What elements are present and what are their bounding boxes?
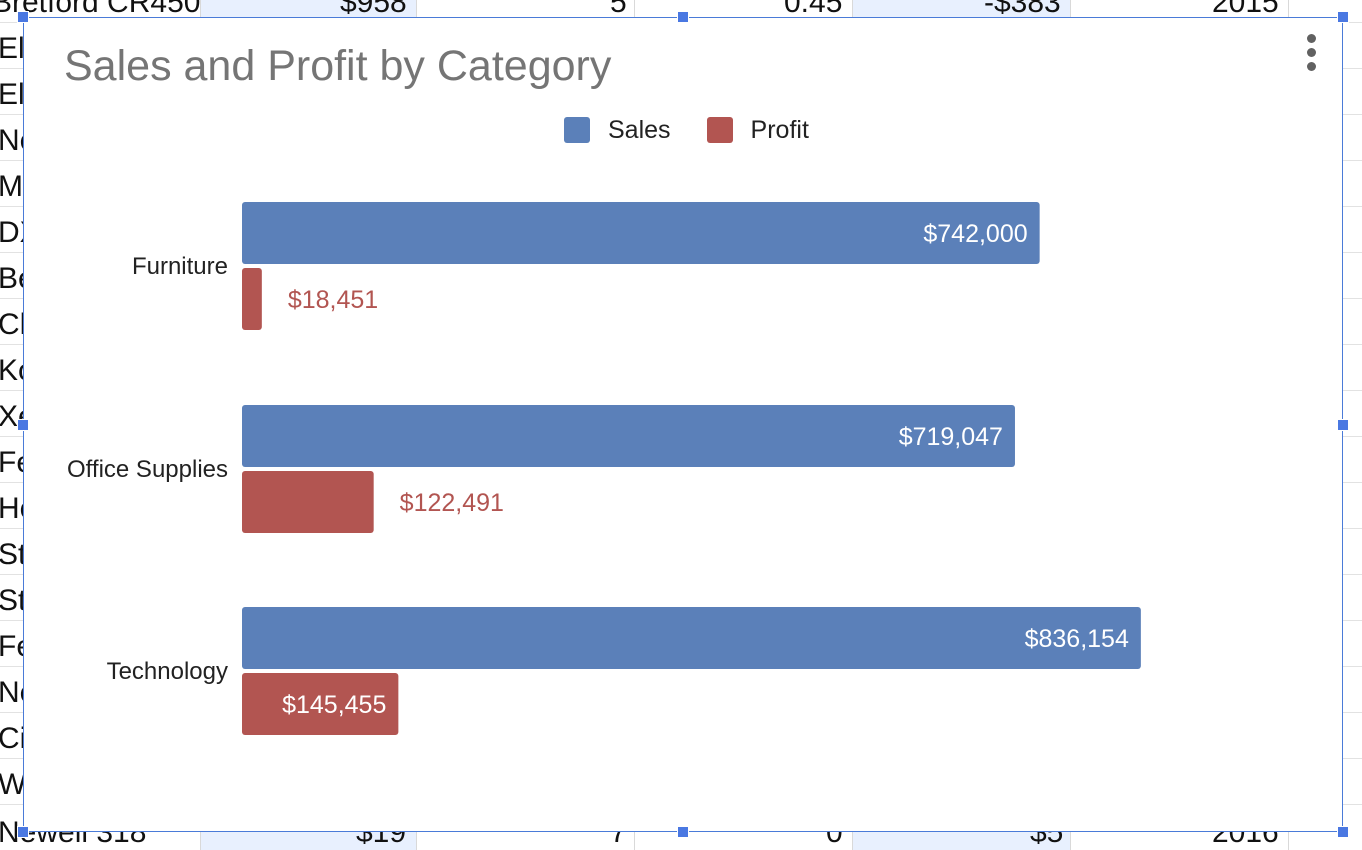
cell-top-product[interactable]: Bretford CR450	[0, 0, 201, 19]
kebab-dot-icon	[1307, 62, 1316, 71]
chart-legend: Sales Profit	[564, 115, 845, 145]
resize-handle-bottom-right[interactable]	[1337, 826, 1349, 838]
cell-left-fragment[interactable]: W	[0, 768, 27, 801]
bar-sales[interactable]	[242, 202, 1040, 264]
cell-top-profit[interactable]: -$383	[984, 0, 1061, 19]
data-label-sales: $836,154	[1025, 625, 1129, 653]
category-label: Office Supplies	[67, 456, 228, 483]
legend-item-profit[interactable]: Profit	[706, 115, 809, 145]
legend-swatch-sales	[564, 117, 590, 143]
cell-left-fragment[interactable]: St	[0, 538, 27, 571]
chart-menu-button[interactable]	[1302, 34, 1322, 74]
legend-label-sales: Sales	[608, 115, 671, 144]
bar-sales[interactable]	[242, 405, 1015, 467]
resize-handle-bottom[interactable]	[677, 826, 689, 838]
chart-title: Sales and Profit by Category	[64, 42, 612, 90]
resize-handle-top-right[interactable]	[1337, 11, 1349, 23]
cell-top-quantity[interactable]: 5	[610, 0, 627, 19]
chart-container[interactable]: Sales and Profit by Category Sales Profi…	[23, 17, 1343, 832]
resize-handle-top-left[interactable]	[17, 11, 29, 23]
category-label: Furniture	[132, 253, 228, 280]
cell-left-fragment[interactable]: El	[0, 78, 25, 111]
resize-handle-top[interactable]	[677, 11, 689, 23]
bar-plot: Furniture $742,000 $18,451 Office Supplies $…	[67, 202, 1141, 735]
data-label-profit: $122,491	[400, 489, 504, 517]
resize-handle-left[interactable]	[17, 419, 29, 431]
cell-top-discount[interactable]: 0.45	[784, 0, 843, 19]
category-label: Technology	[107, 658, 228, 685]
legend-swatch-profit	[706, 117, 733, 143]
cell-top-sales[interactable]: $958	[340, 0, 407, 19]
data-label-profit: $145,455	[282, 691, 386, 719]
bar-profit[interactable]	[242, 268, 262, 330]
resize-handle-right[interactable]	[1337, 419, 1349, 431]
cell-top-year[interactable]: 2015	[1212, 0, 1279, 19]
kebab-dot-icon	[1307, 48, 1316, 57]
bar-sales[interactable]	[242, 607, 1141, 669]
resize-handle-bottom-left[interactable]	[17, 826, 29, 838]
kebab-dot-icon	[1307, 34, 1316, 43]
data-label-sales: $719,047	[899, 423, 1003, 451]
data-label-sales: $742,000	[923, 220, 1027, 248]
legend-label-profit: Profit	[750, 115, 809, 144]
cell-left-fragment[interactable]: El	[0, 32, 25, 65]
bar-profit[interactable]	[242, 471, 374, 533]
bar-profit[interactable]	[242, 673, 399, 735]
data-label-profit: $18,451	[288, 286, 378, 314]
legend-item-sales[interactable]: Sales	[564, 116, 671, 145]
cell-left-fragment[interactable]: St	[0, 584, 27, 617]
